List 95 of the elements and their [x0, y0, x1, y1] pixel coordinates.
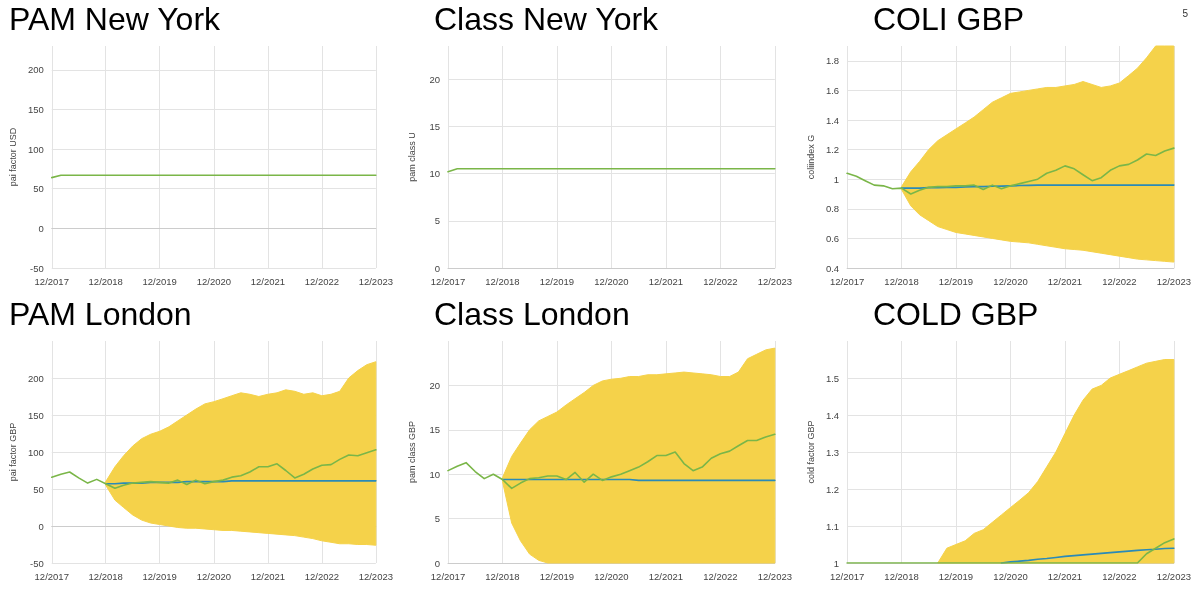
line-series	[50, 448, 377, 490]
y-axis-title: coliindex G	[805, 134, 816, 180]
x-tick-label: 12/2017	[430, 275, 466, 287]
x-tick-label: 12/2019	[142, 275, 177, 287]
y-tick-label: 20	[429, 73, 440, 85]
x-tick-label: 12/2021	[648, 570, 684, 582]
line-series	[447, 433, 776, 490]
y-axis-title: pam class GBP	[406, 420, 417, 484]
x-tick-label: 12/2019	[938, 570, 974, 582]
x-tick-label: 12/2022	[304, 570, 340, 582]
y-tick-label: 1.1	[825, 520, 840, 532]
y-tick-label: 1	[833, 557, 840, 569]
y-tick-label: 0.8	[825, 203, 840, 215]
x-tick-label: 12/2018	[884, 570, 919, 582]
x-tick-label: 12/2017	[430, 570, 466, 582]
x-tick-label: 12/2020	[594, 275, 629, 287]
y-tick-label: -50	[30, 557, 44, 569]
y-tick-label: 10	[429, 468, 440, 480]
y-tick-label: 50	[33, 483, 44, 495]
y-tick-label: 10	[429, 168, 440, 180]
y-tick-label: 150	[27, 103, 44, 115]
x-tick-label: 12/2023	[757, 570, 792, 582]
y-tick-label: 0.4	[825, 262, 840, 274]
chart-title: PAM New York	[9, 1, 222, 37]
x-tick-label: 12/2017	[829, 275, 865, 287]
x-tick-label: 12/2021	[250, 275, 286, 287]
x-tick-label: 12/2021	[250, 570, 286, 582]
x-tick-label: 12/2022	[703, 570, 738, 582]
x-tick-label: 12/2019	[539, 570, 575, 582]
x-tick-label: 12/2021	[648, 275, 684, 287]
x-tick-label: 12/2021	[1047, 275, 1083, 287]
y-tick-label: 5	[434, 215, 440, 227]
x-tick-label: 12/2020	[594, 570, 629, 582]
y-tick-label: 1.6	[825, 84, 840, 96]
y-tick-label: 50	[33, 183, 44, 195]
y-tick-label: 1.5	[825, 372, 840, 384]
y-tick-label: 0.6	[825, 232, 840, 244]
x-tick-label: 12/2020	[196, 570, 232, 582]
x-tick-label: 12/2023	[358, 570, 393, 582]
y-axis-title: pam class U	[406, 132, 417, 182]
y-tick-label: 15	[429, 424, 440, 436]
y-axis-title: pai factor GBP	[7, 422, 18, 482]
y-tick-label: 200	[27, 64, 44, 76]
x-tick-label: 12/2017	[829, 570, 865, 582]
x-tick-label: 12/2021	[1047, 570, 1083, 582]
y-tick-label: -50	[30, 262, 44, 274]
y-tick-label: 1.8	[825, 55, 840, 67]
chart-title: Class London	[434, 296, 630, 332]
x-tick-label: 12/2017	[34, 275, 69, 287]
text: 5	[1182, 7, 1189, 19]
y-tick-label: 1.2	[825, 144, 840, 156]
x-tick-label: 12/2020	[196, 275, 232, 287]
x-tick-label: 12/2018	[884, 275, 919, 287]
y-tick-label: 0	[38, 520, 44, 532]
y-tick-label: 15	[429, 120, 440, 132]
x-tick-label: 12/2018	[88, 570, 123, 582]
x-tick-label: 12/2020	[993, 275, 1028, 287]
y-tick-label: 1	[833, 173, 840, 185]
y-tick-label: 1.4	[825, 114, 840, 126]
y-tick-label: 0	[434, 557, 440, 569]
x-tick-label: 12/2023	[757, 275, 792, 287]
x-tick-label: 12/2018	[485, 570, 520, 582]
y-tick-label: 100	[27, 143, 44, 155]
chart-title: COLD GBP	[873, 296, 1039, 332]
line-series	[846, 147, 1175, 195]
y-axis-title: pai factor USD	[7, 127, 18, 187]
chart-title: PAM London	[9, 296, 192, 332]
y-tick-label: 20	[429, 379, 440, 391]
x-tick-label: 12/2018	[485, 275, 520, 287]
y-tick-label: 0	[38, 222, 44, 234]
x-tick-label: 12/2019	[539, 275, 575, 287]
y-tick-label: 1.4	[825, 409, 840, 421]
x-tick-label: 12/2017	[34, 570, 69, 582]
y-tick-label: 5	[434, 513, 440, 525]
y-tick-label: 150	[27, 409, 44, 421]
x-tick-label: 12/2022	[1102, 570, 1137, 582]
x-tick-label: 12/2018	[88, 275, 123, 287]
x-tick-label: 12/2022	[304, 275, 340, 287]
y-tick-label: 200	[27, 372, 44, 384]
x-tick-label: 12/2022	[1102, 275, 1137, 287]
x-tick-label: 12/2023	[1156, 275, 1191, 287]
x-tick-label: 12/2023	[358, 275, 393, 287]
x-tick-label: 12/2022	[703, 275, 738, 287]
y-tick-label: 0	[434, 262, 440, 274]
y-tick-label: 1.3	[825, 446, 840, 458]
y-axis-title: cold factor GBP	[805, 420, 816, 484]
x-tick-label: 12/2023	[1156, 570, 1191, 582]
x-tick-label: 12/2020	[993, 570, 1028, 582]
x-tick-label: 12/2019	[938, 275, 974, 287]
chart-title: COLI GBP	[873, 1, 1025, 37]
x-tick-label: 12/2019	[142, 570, 177, 582]
chart-title: Class New York	[434, 1, 660, 37]
y-tick-label: 1.2	[825, 483, 840, 495]
y-tick-label: 100	[27, 446, 44, 458]
line-series	[846, 538, 1175, 564]
